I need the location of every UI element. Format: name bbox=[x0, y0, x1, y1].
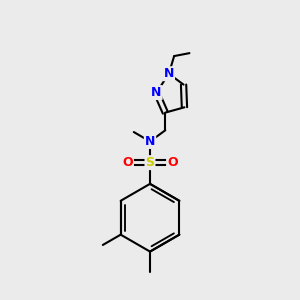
Text: O: O bbox=[122, 156, 133, 169]
Text: N: N bbox=[164, 67, 174, 80]
Text: S: S bbox=[146, 156, 154, 169]
Text: O: O bbox=[167, 156, 178, 169]
Text: N: N bbox=[151, 86, 162, 99]
Text: N: N bbox=[145, 135, 155, 148]
